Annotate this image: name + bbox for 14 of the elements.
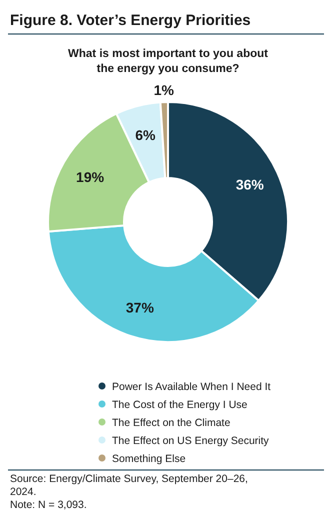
legend-label: The Cost of the Energy I Use <box>112 399 248 411</box>
source-note: Source: Energy/Climate Survey, September 20–26, 2024. <box>10 473 248 498</box>
data-label: 36% <box>236 176 264 193</box>
legend-label: The Effect on US Energy Security <box>112 435 270 447</box>
data-label: 6% <box>135 126 156 143</box>
chart-subtitle: What is most important to you about the energy you consume? <box>68 48 268 75</box>
legend-label: The Effect on the Climate <box>112 417 230 429</box>
legend-label: Something Else <box>112 453 186 465</box>
legend-label: Power Is Available When I Need It <box>112 381 271 393</box>
data-label: 19% <box>76 169 105 185</box>
data-label: 1% <box>154 82 174 98</box>
data-label: 37% <box>126 300 154 316</box>
chart-title: Figure 8. Voter’s Energy Priorities <box>10 12 251 29</box>
text: Note: N = 3,093. <box>10 499 87 511</box>
